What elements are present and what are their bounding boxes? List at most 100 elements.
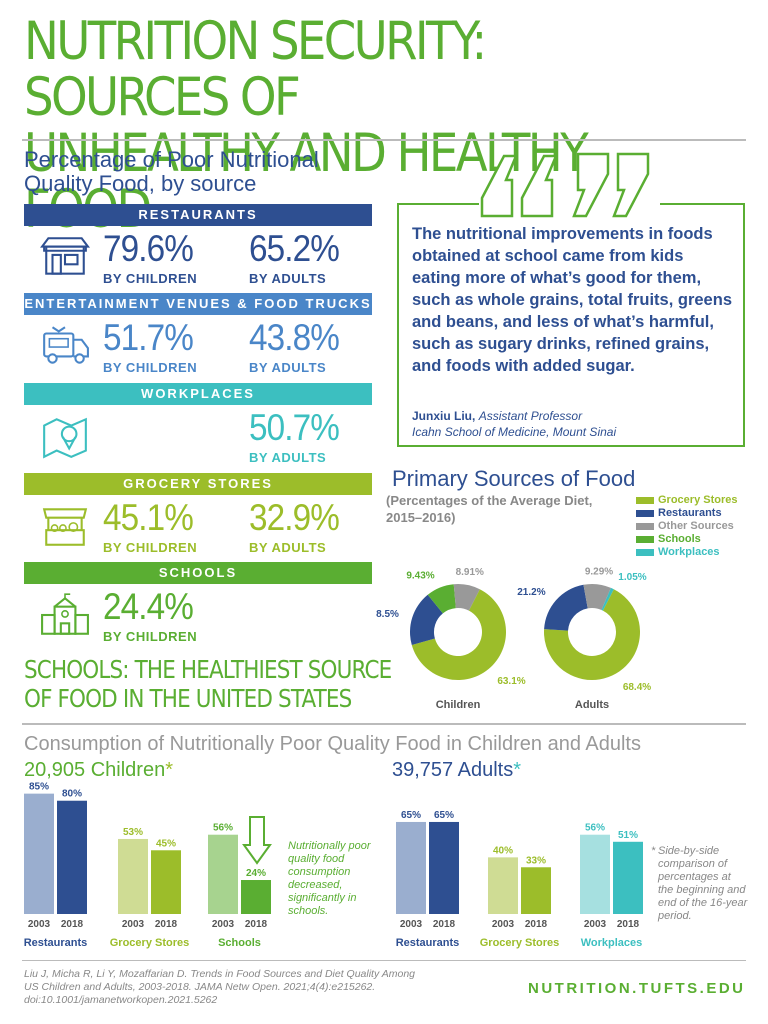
legend-label: Grocery Stores: [658, 494, 738, 506]
band-entertainment-venues-food-trucks: ENTERTAINMENT VENUES & FOOD TRUCKS: [24, 293, 372, 315]
donut-slice: [601, 587, 614, 611]
legend-item: Other Sources: [636, 520, 737, 533]
band-workplaces: WORKPLACES: [24, 383, 372, 405]
sources-subtitle: (Percentages of the Average Diet, 2015–2…: [386, 493, 593, 525]
legend-swatch: [636, 536, 654, 543]
callout-line1: SCHOOLS: THE HEALTHIEST SOURCE: [24, 655, 392, 684]
quote-author-name: Junxiu Liu,: [412, 409, 476, 423]
bar-value-label: 80%: [62, 789, 82, 800]
children-group-title: 20,905 Children*: [24, 759, 173, 782]
citation-line3: doi:10.1001/jamanetworkopen.2021.5262: [24, 994, 218, 1006]
schools-callout: SCHOOLS: THE HEALTHIEST SOURCE OF FOOD I…: [24, 655, 392, 713]
adults-stat-value: 43.8%: [249, 317, 340, 358]
legend-label: Other Sources: [658, 520, 734, 532]
legend-item: Workplaces: [636, 546, 737, 559]
quote-text: The nutritional improvements in foods ob…: [412, 225, 732, 375]
poor-quality-title: Percentage of Poor Nutritional Quality F…: [24, 148, 319, 196]
bar-year-label: 2018: [245, 919, 268, 930]
quote-marks-icon: [480, 152, 650, 218]
adults-stat-value: 32.9%: [249, 497, 340, 538]
footer-divider: [22, 960, 746, 961]
site-url-link[interactable]: NUTRITION.TUFTS.EDU: [528, 980, 746, 997]
sources-title: Primary Sources of Food: [392, 466, 636, 491]
bar: [57, 800, 87, 914]
map-pin-icon: [40, 413, 90, 463]
bar-value-label: 56%: [585, 823, 605, 834]
adults-bar-chart: 65% 2003 65% 2018 Restaurants 40% 2003 33% 2018 G…: [396, 810, 643, 949]
donut-slice: [544, 589, 640, 680]
quote-author-title: Assistant Professor: [478, 409, 583, 423]
adults-stat-label: BY ADULTS: [249, 360, 327, 375]
donut-slice: [427, 584, 456, 614]
donut-slice-label: 21.2%: [517, 587, 545, 598]
bar-year-label: 2018: [525, 919, 548, 930]
poor-quality-title-line2: Quality Food, by source: [24, 171, 257, 196]
consumption-divider: [22, 723, 746, 725]
bar-group-label: Grocery Stores: [110, 937, 189, 949]
legend-label: Workplaces: [658, 546, 720, 558]
children-stat-value: 51.7%: [103, 317, 194, 358]
donut-chart-name: Adults: [575, 699, 609, 711]
quote-box: [397, 203, 745, 447]
donut-slice-label: 9.29%: [585, 566, 613, 577]
adults-stat-label: BY ADULTS: [249, 540, 327, 555]
donut-slice: [410, 594, 443, 645]
band-schools: SCHOOLS: [24, 562, 372, 584]
bar-value-label: 40%: [493, 845, 513, 856]
poor-quality-title-line1: Percentage of Poor Nutritional: [24, 147, 319, 172]
legend-swatch: [636, 523, 654, 530]
bar-value-label: 45%: [156, 838, 176, 849]
adults-stat-label: BY ADULTS: [249, 450, 327, 465]
band-grocery-stores: GROCERY STORES: [24, 473, 372, 495]
bar: [396, 821, 426, 914]
donut-slice-label: 63.1%: [497, 676, 525, 687]
adults-stat-value: 50.7%: [249, 407, 340, 448]
legend-swatch: [636, 549, 654, 556]
legend-label: Restaurants: [658, 507, 722, 519]
citation-line1: Liu J, Micha R, Li Y, Mozaffarian D. Tre…: [24, 968, 416, 980]
bar: [151, 850, 181, 914]
bar-year-label: 2003: [492, 919, 515, 930]
children-stat-value: 45.1%: [103, 497, 194, 538]
bar-year-label: 2018: [61, 919, 84, 930]
bar: [580, 834, 610, 914]
legend-swatch: [636, 497, 654, 504]
bar-year-label: 2018: [617, 919, 640, 930]
donut-slice-label: 1.05%: [618, 572, 646, 583]
bar: [521, 867, 551, 914]
bar: [613, 841, 643, 914]
children-stat-label: BY CHILDREN: [103, 540, 198, 555]
adults-stat-value: 65.2%: [249, 228, 340, 269]
citation: Liu J, Micha R, Li Y, Mozaffarian D. Tre…: [24, 968, 424, 1007]
quote-author-affil: Icahn School of Medicine, Mount Sinai: [412, 425, 617, 439]
children-stat-label: BY CHILDREN: [103, 360, 198, 375]
food-truck-icon: [40, 323, 90, 373]
bar-year-label: 2003: [584, 919, 607, 930]
bar-year-label: 2003: [28, 919, 51, 930]
adults-annotation-asterisk: *: [651, 845, 656, 857]
children-annotation: Nutritionally poor quality food consumpt…: [288, 840, 371, 917]
bar-year-label: 2003: [122, 919, 145, 930]
donut-slice-label: 9.43%: [406, 571, 434, 582]
band-restaurants: RESTAURANTS: [24, 204, 372, 226]
quote-author: Junxiu Liu, Assistant Professor Icahn Sc…: [412, 408, 616, 440]
bar-group-label: Workplaces: [581, 937, 643, 949]
bar-group-label: Schools: [218, 937, 261, 949]
school-building-icon: [40, 592, 90, 642]
children-stat-value: 24.4%: [103, 586, 194, 627]
legend-item: Grocery Stores: [636, 494, 737, 507]
sources-donut-charts: 63.1% 18.5% 9.43% 8.91% Children 68.4% 21.2% 9.…: [376, 566, 651, 711]
down-arrow-icon: [242, 816, 272, 865]
quote-box-top-left: [397, 203, 479, 205]
bar: [118, 838, 148, 914]
bar-value-label: 65%: [401, 810, 421, 821]
bar-value-label: 33%: [526, 855, 546, 866]
callout-line2: OF FOOD IN THE UNITED STATES: [24, 684, 352, 713]
legend-item: Schools: [636, 533, 737, 546]
donut-slice: [411, 589, 506, 680]
children-stat-label: BY CHILDREN: [103, 629, 198, 644]
bar-value-label: 85%: [29, 782, 49, 793]
consumption-title: Consumption of Nutritionally Poor Qualit…: [24, 733, 641, 755]
legend-item: Restaurants: [636, 507, 737, 520]
bar-value-label: 24%: [246, 868, 266, 879]
